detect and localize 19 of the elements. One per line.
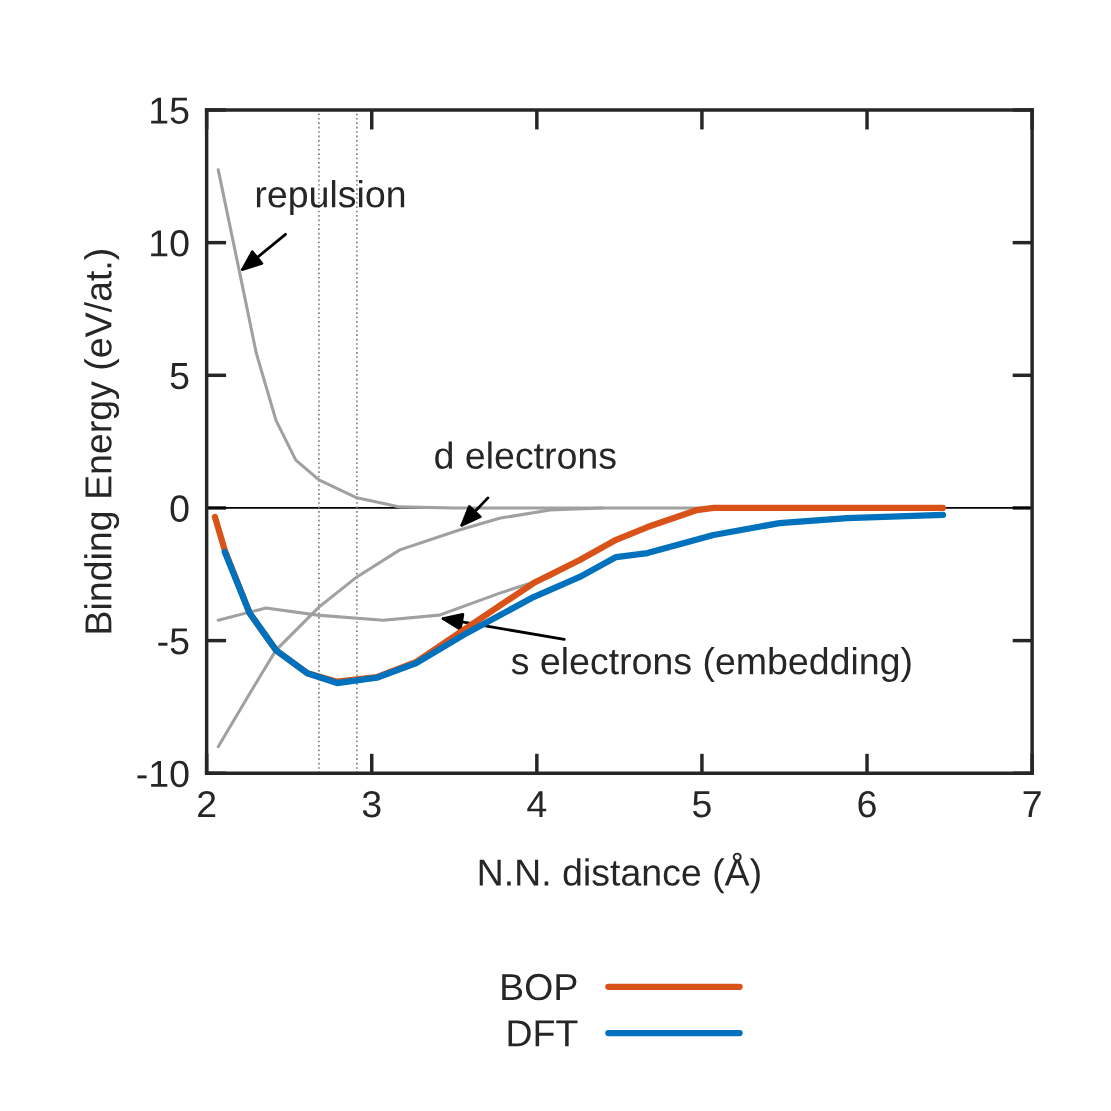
y-tick-label: 0 [170,495,189,522]
legend-label: BOP [502,973,577,1001]
x-tick-label: 7 [1023,791,1041,818]
y-tick-label: 15 [151,97,189,124]
annotation: d electrons [435,441,616,469]
x-tick-label: 3 [362,790,381,818]
x-tick-label: 5 [693,791,711,818]
x-tick-label: 6 [858,790,876,818]
y-axis-title: Binding Energy (eV/at.) [84,250,120,633]
y-tick-label: -5 [158,628,189,655]
annotation: repulsion [256,180,405,216]
y-tick-label: 5 [170,363,189,390]
annotation: s electrons (embedding) [511,647,911,682]
x-tick-label: 4 [527,791,547,818]
x-axis-title: N.N. distance (Å) [479,852,760,894]
y-tick-label: -10 [137,760,189,788]
legend-label: DFT [508,1020,578,1047]
x-tick-label: 2 [198,790,216,818]
y-tick-label: 10 [151,230,189,257]
